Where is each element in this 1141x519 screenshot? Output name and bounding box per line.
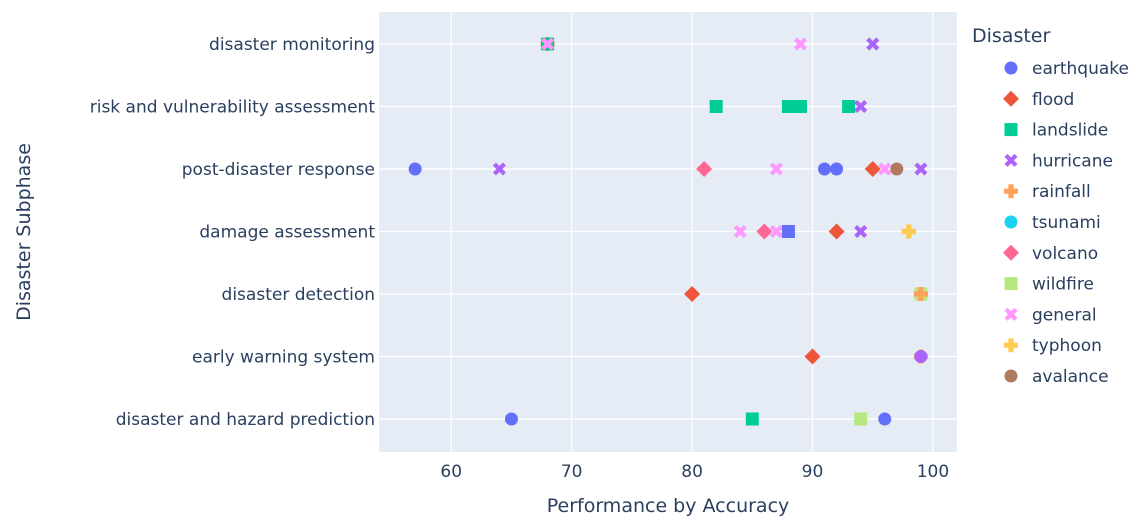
data-point-landslide xyxy=(842,100,856,113)
data-point-flood xyxy=(804,348,821,365)
data-point-landslide xyxy=(709,100,723,113)
y-tick-labels: disaster monitoring risk and vulnerabilit… xyxy=(90,35,376,430)
x-tick-labels: 60 70 80 90 100 xyxy=(440,462,949,482)
legend-marker-typhoon xyxy=(1004,338,1018,353)
legend-label-rainfall: rainfall xyxy=(1032,182,1091,202)
legend-title: Disaster xyxy=(972,25,1050,47)
x-axis-title: Performance by Accuracy xyxy=(547,495,790,517)
y-tick-label: early warning system xyxy=(192,348,375,368)
data-point-general xyxy=(793,37,807,51)
legend-marker-tsunami xyxy=(1004,215,1018,229)
data-point-hurricane xyxy=(492,162,506,176)
legend-marker-wildfire xyxy=(1004,277,1018,291)
legend-marker-general xyxy=(1004,307,1018,321)
legend-label-avalance: avalance xyxy=(1032,367,1109,387)
data-point-general xyxy=(733,225,747,238)
y-tick-label: disaster and hazard prediction xyxy=(116,410,375,430)
data-point-overlay xyxy=(541,37,555,51)
data-point-landslide xyxy=(793,100,807,113)
data-point-earthquake xyxy=(504,412,518,426)
data-point-hurricane xyxy=(854,100,868,113)
legend: Disaster earthquake flood landslide hurrica… xyxy=(972,25,1129,387)
x-tick-label: 80 xyxy=(681,462,703,482)
data-point-flood xyxy=(828,223,845,240)
data-point-landslide xyxy=(745,412,759,426)
data-markers xyxy=(408,37,928,426)
legend-marker-hurricane xyxy=(1004,153,1018,167)
data-point-overlay xyxy=(781,225,795,238)
data-point-earthquake xyxy=(818,162,832,176)
gridlines xyxy=(379,12,957,452)
legend-label-tsunami: tsunami xyxy=(1032,213,1101,233)
data-point-volcano xyxy=(696,161,713,177)
data-point-overlay xyxy=(914,350,928,363)
legend-marker-avalance xyxy=(1004,369,1018,383)
x-tick-label: 70 xyxy=(561,462,583,482)
y-tick-label: disaster monitoring xyxy=(209,35,375,55)
legend-label-hurricane: hurricane xyxy=(1032,151,1113,171)
x-tick-label: 100 xyxy=(917,462,949,482)
y-tick-label: disaster detection xyxy=(222,285,375,305)
legend-marker-rainfall xyxy=(1004,184,1018,199)
legend-items: earthquake flood landslide hurricane rainfal… xyxy=(1003,59,1129,387)
data-point-volcano xyxy=(756,223,773,240)
legend-label-flood: flood xyxy=(1032,90,1074,110)
legend-marker-landslide xyxy=(1004,123,1018,137)
legend-label-volcano: volcano xyxy=(1032,244,1098,264)
data-point-landslide xyxy=(781,100,795,113)
legend-label-earthquake: earthquake xyxy=(1032,59,1129,79)
data-point-earthquake xyxy=(830,162,844,176)
legend-marker-flood xyxy=(1003,90,1019,107)
y-tick-label: post-disaster response xyxy=(182,160,375,180)
data-point-general xyxy=(878,162,892,176)
data-point-earthquake xyxy=(408,162,422,176)
data-point-avalance xyxy=(890,162,904,176)
data-point-flood xyxy=(684,286,701,302)
legend-label-wildfire: wildfire xyxy=(1032,275,1094,295)
y-tick-label: risk and vulnerability assessment xyxy=(90,98,376,118)
data-point-hurricane xyxy=(854,225,868,238)
y-axis-title: Disaster Subphase xyxy=(13,143,35,321)
data-point-flood xyxy=(864,161,881,177)
legend-label-landslide: landslide xyxy=(1032,121,1108,141)
y-tick-label: damage assessment xyxy=(199,223,375,243)
legend-marker-volcano xyxy=(1003,244,1019,261)
x-tick-label: 90 xyxy=(802,462,824,482)
x-tick-label: 60 xyxy=(440,462,462,482)
data-point-wildfire xyxy=(854,412,868,426)
data-point-earthquake xyxy=(878,412,892,426)
data-point-general xyxy=(769,162,783,176)
data-point-hurricane xyxy=(914,162,928,176)
data-point-general xyxy=(769,225,783,238)
data-point-overlay xyxy=(913,287,928,301)
data-point-overlay xyxy=(901,224,916,239)
legend-label-general: general xyxy=(1032,305,1097,325)
legend-label-typhoon: typhoon xyxy=(1032,336,1102,356)
data-point-hurricane xyxy=(866,37,880,51)
legend-marker-earthquake xyxy=(1004,61,1018,75)
